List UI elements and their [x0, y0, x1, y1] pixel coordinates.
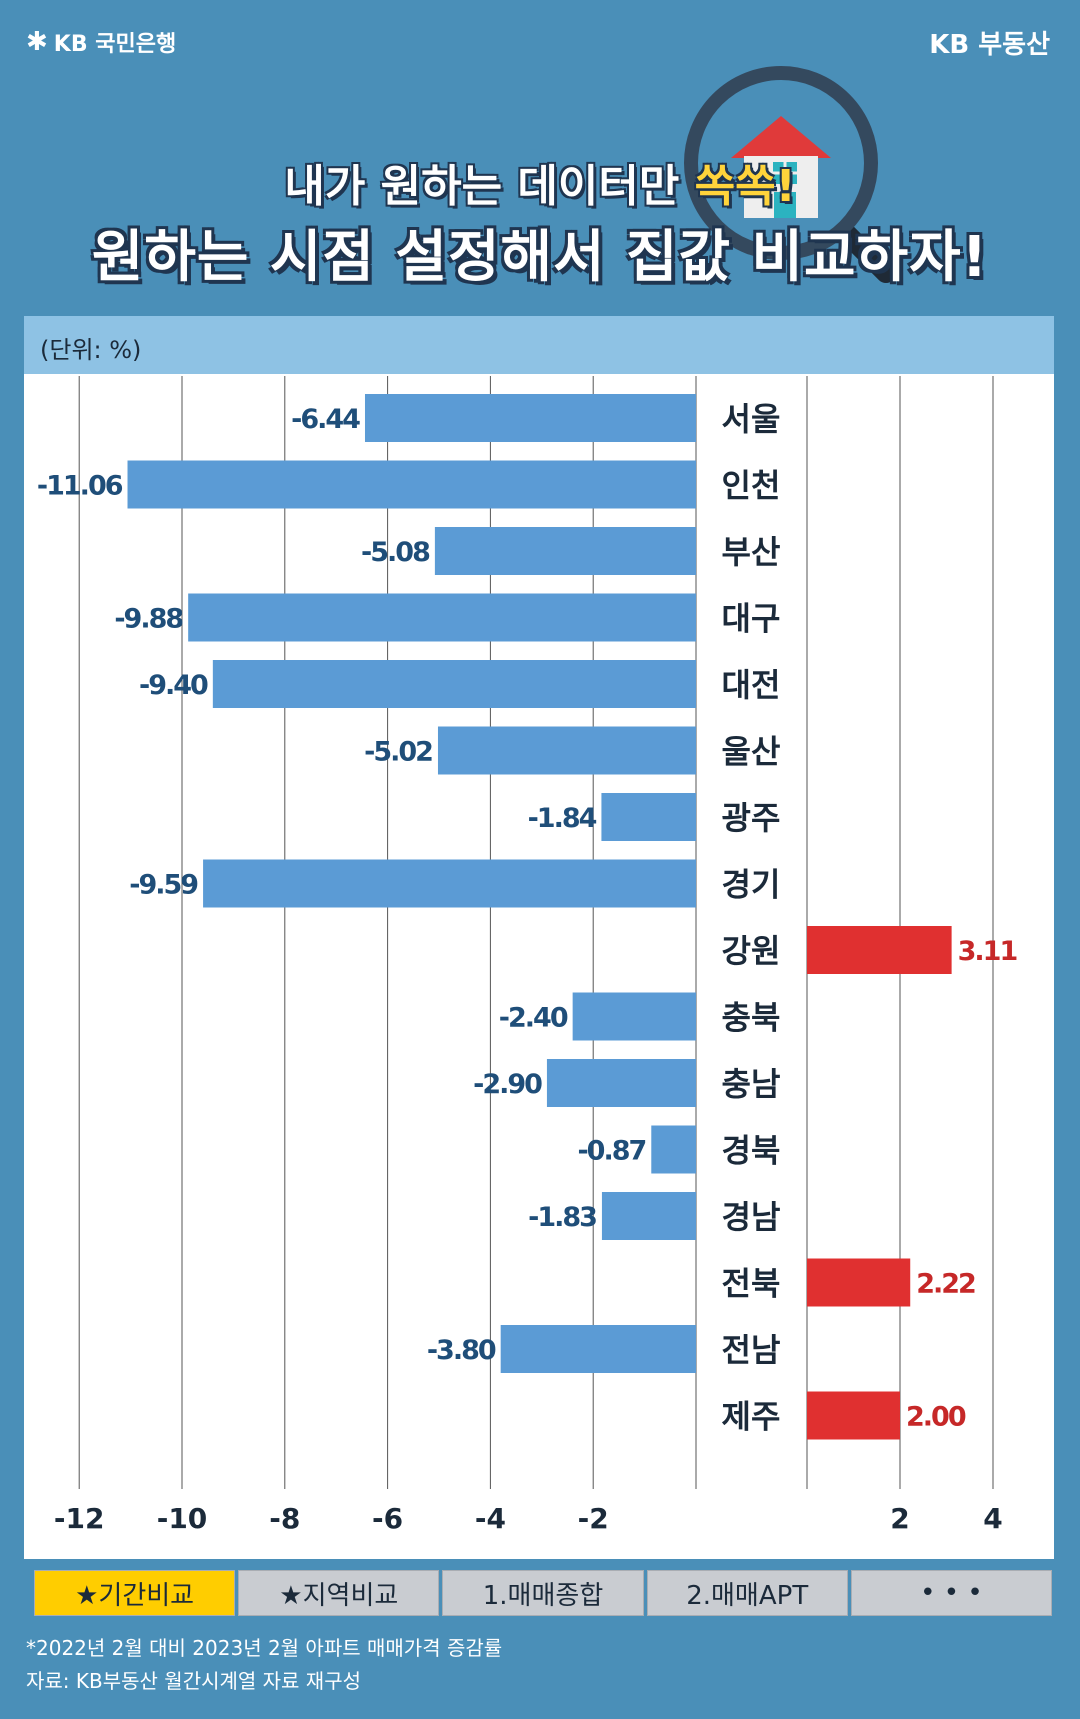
footnote-line-2: 자료: KB부동산 월간시계열 자료 재구성: [26, 1669, 362, 1693]
tab-region-compare[interactable]: ★지역비교: [238, 1570, 440, 1616]
page-title: 원하는 시점 설정해서 집값 비교하자!: [91, 225, 989, 290]
category-label: 경남: [722, 1198, 781, 1236]
data-label: 3.11: [958, 936, 1017, 967]
data-label: -1.83: [528, 1202, 596, 1233]
kb-bank-brand: ✱ KB 국민은행: [26, 26, 176, 58]
unit-label: (단위: %): [40, 336, 142, 364]
bar: [807, 1391, 900, 1440]
tab-sales-apt[interactable]: 2.매매APT: [646, 1570, 848, 1616]
category-label: 대구: [722, 600, 781, 638]
category-label: 제주: [722, 1398, 781, 1436]
data-label: -9.59: [129, 870, 198, 901]
chart-header-band: [24, 316, 1054, 374]
data-label: -9.40: [139, 670, 208, 701]
category-label: 광주: [722, 799, 781, 837]
category-label: 강원: [722, 932, 781, 970]
bar: [601, 1192, 696, 1240]
bar: [546, 1059, 696, 1107]
data-label: -0.87: [577, 1136, 645, 1167]
category-label: 서울: [722, 400, 781, 438]
category-label: 경북: [722, 1132, 781, 1170]
x-tick-label: -10: [157, 1502, 208, 1535]
category-label: 경기: [722, 866, 781, 904]
headline-prefix: 내가 원하는 데이터만: [284, 161, 695, 212]
data-label: -3.80: [427, 1335, 496, 1366]
x-tick-label: -12: [54, 1502, 105, 1535]
tab-bar: ★기간비교 ★지역비교 1.매매종합 2.매매APT • • •: [34, 1570, 1053, 1616]
category-label: 충북: [722, 999, 781, 1037]
bar-chart: -12 -10 -8 -6 -4 -2 2 4 -6.44 서울 -11.06 인천 -5.08 부산 -9…: [37, 376, 1018, 1535]
data-label: -11.06: [37, 471, 123, 502]
headline-highlight: 쏙쏙!: [694, 161, 796, 212]
kb-star-icon: ✱: [26, 27, 48, 57]
bar: [500, 1325, 696, 1373]
bar: [188, 593, 696, 642]
category-label: 충남: [722, 1065, 781, 1103]
x-tick-label: -4: [475, 1502, 506, 1535]
data-label: -5.08: [361, 537, 430, 568]
chart-panel: (단위: %) -12 -10 -8 -6 -4 -2 2 4 -6.44 서울 -11.06 인천 -…: [24, 316, 1054, 1559]
category-label: 전남: [722, 1331, 781, 1369]
headline: 내가 원하는 데이터만 쏙쏙!: [0, 150, 1080, 214]
data-label: 2.00: [906, 1402, 966, 1433]
bar: [601, 793, 696, 841]
tab-more[interactable]: • • •: [850, 1570, 1053, 1616]
data-label: -9.88: [114, 604, 183, 635]
bar: [127, 460, 697, 509]
bar: [807, 926, 952, 974]
category-label: 대전: [722, 666, 781, 704]
category-label: 인천: [722, 467, 781, 505]
bank-brand-label: KB 국민은행: [53, 32, 177, 57]
data-label: -1.84: [528, 803, 597, 834]
bar: [807, 1258, 911, 1307]
bar: [437, 726, 696, 775]
footnote: *2022년 2월 대비 2023년 2월 아파트 매매가격 증감률 자료: K…: [26, 1632, 502, 1698]
x-tick-label: -6: [372, 1502, 403, 1535]
bar: [212, 660, 696, 708]
x-tick-label: 4: [983, 1502, 1002, 1535]
data-label: 2.22: [916, 1269, 975, 1300]
x-tick-label: -2: [578, 1502, 609, 1535]
footnote-line-1: *2022년 2월 대비 2023년 2월 아파트 매매가격 증감률: [26, 1636, 503, 1660]
category-label: 울산: [722, 733, 781, 771]
bar: [364, 394, 696, 442]
data-label: -2.40: [499, 1003, 568, 1034]
bar: [434, 527, 696, 575]
tab-sales-total[interactable]: 1.매매종합: [442, 1570, 644, 1616]
kb-realestate-brand: KB 부동산: [929, 30, 1050, 60]
magnifier-house-icon: [684, 66, 896, 283]
tab-period-compare[interactable]: ★기간비교: [34, 1570, 236, 1616]
category-label: 전북: [722, 1265, 781, 1303]
x-tick-label: -8: [269, 1502, 300, 1535]
bar: [203, 859, 696, 908]
data-label: -5.02: [364, 737, 432, 768]
data-label: -6.44: [291, 404, 360, 435]
x-tick-label: 2: [890, 1502, 909, 1535]
bar: [651, 1125, 696, 1174]
bar: [572, 992, 696, 1041]
data-label: -2.90: [473, 1069, 542, 1100]
category-label: 부산: [722, 533, 781, 571]
